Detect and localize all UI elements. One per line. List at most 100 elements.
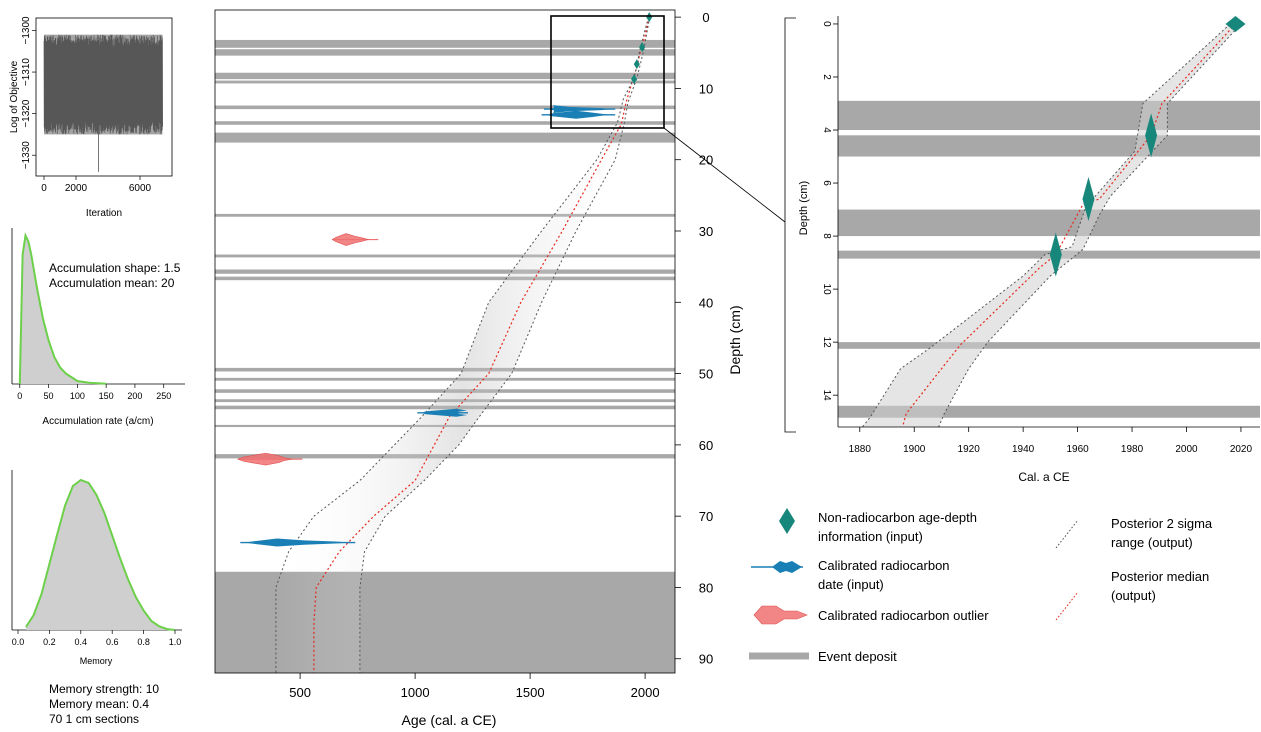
mem-xtick-label-3: 0.6 xyxy=(106,637,119,647)
acc-annotation-mean: Accumulation mean: 20 xyxy=(49,276,175,290)
inset-xtick-label-0: 1880 xyxy=(849,444,872,455)
mem-xtick-label-0: 0.0 xyxy=(12,637,25,647)
main-event-deposit-7 xyxy=(215,213,675,217)
main-xlabel: Age (cal. a CE) xyxy=(402,712,497,728)
main-event-deposit-5 xyxy=(215,121,675,125)
inset-posterior-shade xyxy=(862,24,1241,427)
legend-median-1: Posterior median xyxy=(1111,569,1209,584)
acc-xtick-label-2: 100 xyxy=(70,391,85,401)
legend-calibrated-1: Calibrated radiocarbon xyxy=(818,558,950,573)
main-non-radiocarbon-0 xyxy=(646,12,653,23)
main-event-deposit-6 xyxy=(215,132,675,143)
main-non-radiocarbon-1 xyxy=(639,42,646,53)
memory-prior-fill xyxy=(25,480,176,630)
legend-outlier: Calibrated radiocarbon outlier xyxy=(818,608,989,623)
iteration-plot-frame xyxy=(35,17,173,177)
legend: Non-radiocarbon age-depth information (i… xyxy=(749,508,1213,664)
main-event-deposit-10 xyxy=(215,276,675,281)
iteration-trace-band xyxy=(44,34,163,135)
main-outlier-0 xyxy=(331,233,370,246)
inset-ytick-label-4: 8 xyxy=(821,233,832,239)
main-ytick-label-2: 20 xyxy=(699,153,713,168)
inset-bracket xyxy=(784,17,796,433)
main-y-ticks: 0 10 20 30 40 50 60 70 80 90 xyxy=(675,10,713,667)
memory-prior-panel: 0.0 0.2 0.4 0.6 0.8 1.0 Memory Memory strengt… xyxy=(11,470,182,726)
main-posterior-shade xyxy=(275,17,650,674)
main-event-deposit-9 xyxy=(215,269,675,274)
legend-median-2: (output) xyxy=(1111,588,1156,603)
mem-annotation-mean: Memory mean: 0.4 xyxy=(49,697,149,711)
iteration-ticks: 0 2000 6000 −1300 −1310 −1320 −1330 xyxy=(21,16,152,194)
legend-calibrated-2: date (input) xyxy=(818,577,884,592)
main-event-deposit-2 xyxy=(215,72,675,80)
inset-panel: 1880 1900 1920 1940 1960 1980 2000 2020 0 2 4 6 8 10… xyxy=(784,15,1260,484)
main-ytick-label-1: 10 xyxy=(699,81,713,96)
mem-annotation-strength: Memory strength: 10 xyxy=(49,682,159,696)
main-ytick-label-8: 80 xyxy=(699,580,713,595)
inset-non-radiocarbon-2 xyxy=(1082,176,1095,221)
main-xtick-label-2: 1500 xyxy=(516,685,545,700)
iteration-ytick-label-3: −1330 xyxy=(21,141,32,170)
legend-calibrated-shape xyxy=(772,561,802,573)
memory-ticks: 0.0 0.2 0.4 0.6 0.8 1.0 xyxy=(12,630,182,647)
mem-xtick-label-4: 0.8 xyxy=(137,637,150,647)
main-ytick-label-4: 40 xyxy=(699,295,713,310)
main-event-deposit-4 xyxy=(215,105,675,110)
legend-event: Event deposit xyxy=(818,649,897,664)
inset-ytick-label-2: 4 xyxy=(821,127,832,133)
inset-xtick-label-2: 1920 xyxy=(958,444,981,455)
iteration-ytick-label-1: −1310 xyxy=(21,58,32,87)
legend-sigma-1: Posterior 2 sigma xyxy=(1111,516,1213,531)
iteration-xlabel: Iteration xyxy=(86,208,122,219)
acc-xtick-label-0: 0 xyxy=(17,391,22,401)
mem-xlabel: Memory xyxy=(80,656,113,666)
accumulation-prior-fill xyxy=(19,235,107,384)
inset-ytick-label-0: 0 xyxy=(821,21,832,27)
main-xtick-label-1: 1000 xyxy=(401,685,430,700)
inset-event-deposit-5 xyxy=(838,405,1260,418)
accumulation-prior-panel: 0 50 100 150 200 250 Accumulation shape: 1.5 … xyxy=(11,228,185,427)
inset-xtick-label-7: 2020 xyxy=(1230,444,1253,455)
acc-xtick-label-5: 250 xyxy=(156,391,171,401)
inset-event-deposit-4 xyxy=(838,342,1260,349)
main-non-radiocarbon-2 xyxy=(633,59,640,70)
main-x-ticks: 500 1000 1500 2000 xyxy=(289,673,660,700)
iteration-panel: 0 2000 6000−1300−1310−1320−1330 Iteration … xyxy=(9,16,173,219)
main-event-deposit-0 xyxy=(215,39,675,48)
main-calibrated-dates xyxy=(237,12,653,547)
iteration-xtick-label-0: 0 xyxy=(41,183,47,194)
mem-xtick-label-2: 0.4 xyxy=(75,637,88,647)
main-xtick-label-0: 500 xyxy=(289,685,311,700)
iteration-trace xyxy=(43,34,163,172)
acc-xtick-label-1: 50 xyxy=(44,391,54,401)
main-ylabel: Depth (cm) xyxy=(727,305,743,374)
legend-outlier-shape xyxy=(753,605,808,625)
main-age-depth-panel: 500 1000 1500 2000 0 10 20 30 40 50 60 70 80 90 Age … xyxy=(214,9,786,728)
main-event-deposit-3 xyxy=(215,80,675,84)
zoom-box xyxy=(550,15,665,129)
legend-non-radiocarbon-2: information (input) xyxy=(818,529,923,544)
main-event-deposit-12 xyxy=(215,377,675,381)
inset-sigma-low-line xyxy=(862,23,1231,428)
legend-sigma-line xyxy=(1055,519,1079,549)
main-non-radiocarbon-3 xyxy=(631,74,638,85)
main-ytick-label-5: 50 xyxy=(699,367,713,382)
main-calibrated-date-2 xyxy=(421,408,468,417)
inset-y-ticks: 0 2 4 6 8 10 12 14 xyxy=(821,21,838,401)
inset-xtick-label-6: 2000 xyxy=(1175,444,1198,455)
legend-non-radiocarbon-1: Non-radiocarbon age-depth xyxy=(818,510,977,525)
acc-xlabel: Accumulation rate (a/cm) xyxy=(42,416,153,427)
main-event-deposit-11 xyxy=(215,367,675,372)
main-calibrated-date-1 xyxy=(545,110,612,119)
iteration-ytick-label-0: −1300 xyxy=(21,16,32,45)
acc-xtick-label-3: 150 xyxy=(99,391,114,401)
inset-markers xyxy=(1049,15,1246,277)
mem-xtick-label-5: 1.0 xyxy=(169,637,182,647)
main-ytick-label-0: 0 xyxy=(702,10,709,25)
inset-event-deposit-2 xyxy=(838,209,1260,237)
accumulation-ticks: 0 50 100 150 200 250 xyxy=(17,384,171,401)
iteration-xtick-label-2: 6000 xyxy=(129,183,152,194)
iteration-xtick-label-1: 2000 xyxy=(65,183,88,194)
inset-ytick-label-6: 12 xyxy=(821,337,832,349)
